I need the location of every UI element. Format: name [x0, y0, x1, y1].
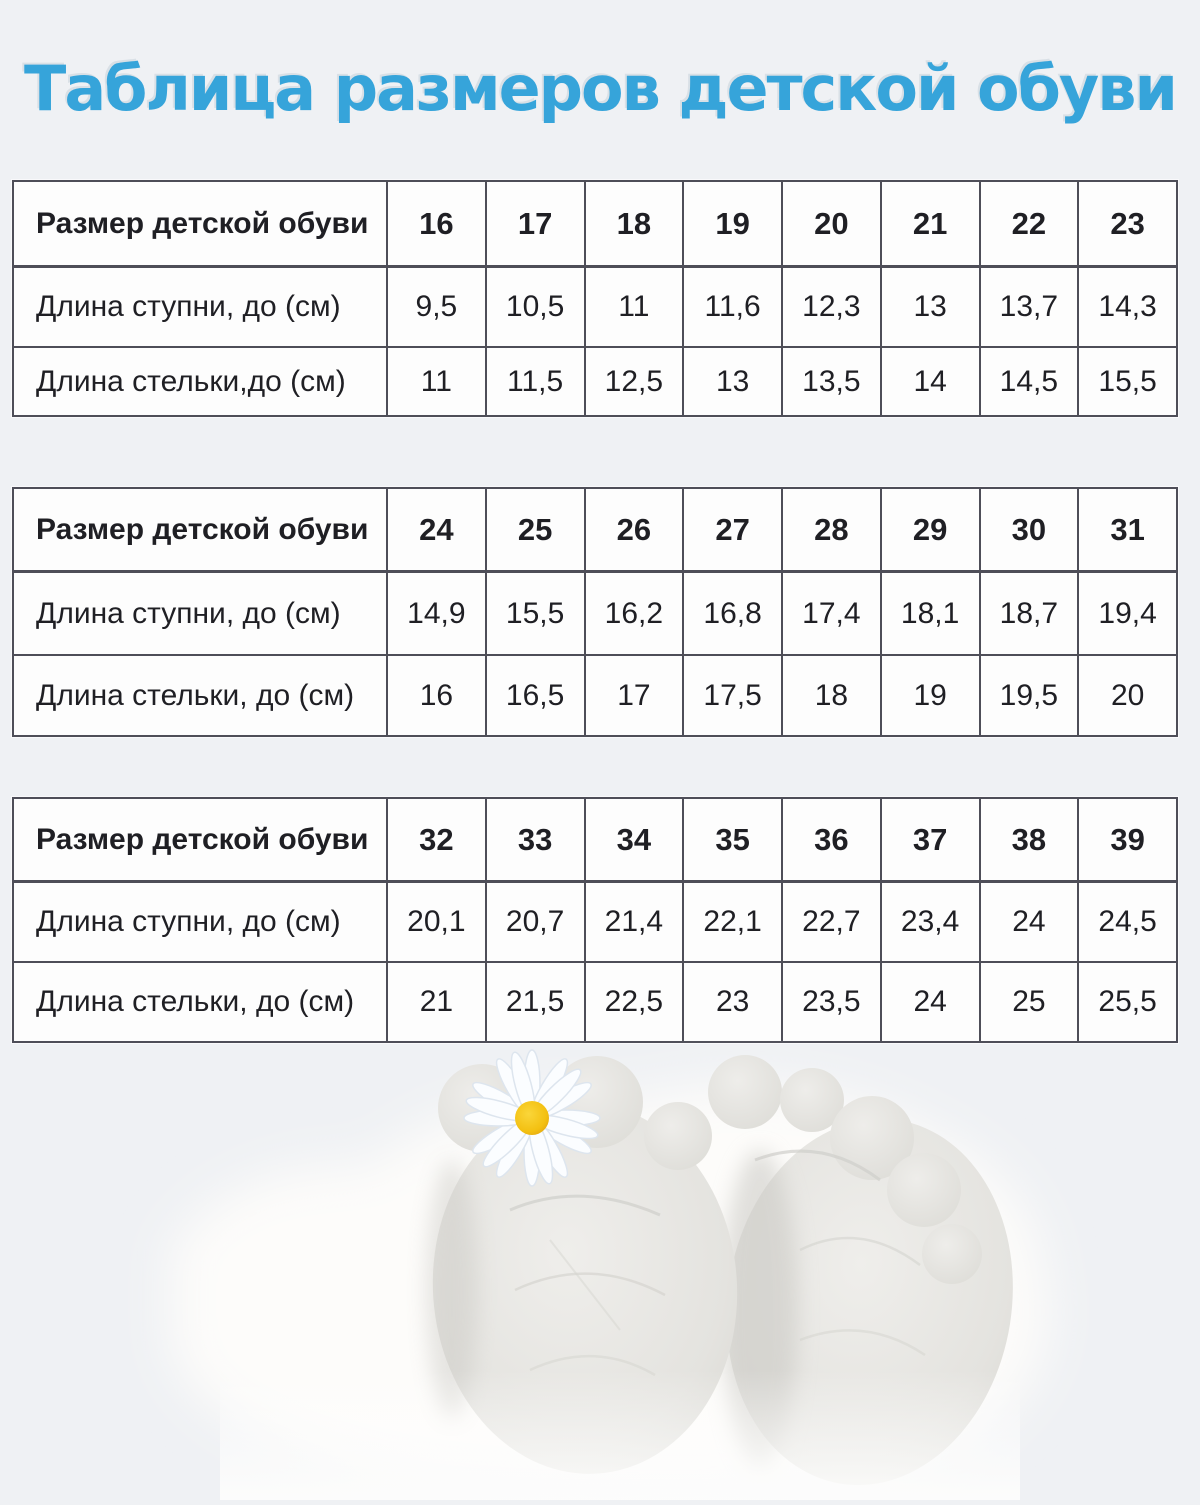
size-table-1: Размер детской обуви 16 17 18 19 20 21 22 23 Длин… [12, 180, 1178, 417]
shoe-size-cell: 21 [879, 182, 979, 265]
measure-value-cell: 18,7 [978, 570, 1078, 654]
shoe-size-cell: 20 [781, 182, 880, 265]
measure-value-cell: 11 [386, 346, 485, 415]
shoe-size-cell: 36 [781, 799, 880, 880]
measure-value-cell: 23,4 [879, 880, 979, 961]
shoe-size-cell: 32 [386, 799, 485, 880]
shoe-size-cell: 31 [1077, 489, 1176, 570]
measure-value-cell: 23,5 [781, 961, 880, 1041]
measure-row-label: Длина стельки,до (см) [14, 346, 386, 415]
measure-value-cell: 18,1 [879, 570, 979, 654]
measure-value-cell: 23 [682, 961, 781, 1041]
measure-value-cell: 24,5 [1077, 880, 1176, 961]
measure-value-cell: 22,7 [781, 880, 880, 961]
measure-value-cell: 25,5 [1077, 961, 1176, 1041]
shoe-size-cell: 24 [386, 489, 485, 570]
measure-value-cell: 21 [386, 961, 485, 1041]
shoe-size-cell: 19 [682, 182, 781, 265]
measure-value-cell: 25 [978, 961, 1078, 1041]
measure-value-cell: 20 [1077, 654, 1176, 735]
measure-value-cell: 14 [879, 346, 979, 415]
measure-value-cell: 14,9 [386, 570, 485, 654]
measure-row-label: Длина стельки, до (см) [14, 961, 386, 1041]
measure-value-cell: 21,4 [583, 880, 683, 961]
measure-value-cell: 11,6 [682, 265, 781, 346]
measure-value-cell: 11 [583, 265, 683, 346]
shoe-size-cell: 35 [682, 799, 781, 880]
measure-value-cell: 17,4 [781, 570, 880, 654]
measure-value-cell: 15,5 [484, 570, 584, 654]
shoe-size-cell: 33 [484, 799, 584, 880]
measure-value-cell: 13,7 [978, 265, 1078, 346]
daisy-icon [463, 1049, 601, 1187]
size-row-header-label: Размер детской обуви [14, 489, 386, 570]
shoe-size-cell: 23 [1077, 182, 1176, 265]
size-row-header-label: Размер детской обуви [14, 182, 386, 265]
page-title: Таблица размеров детской обуви [24, 52, 1178, 125]
baby-feet-svg [170, 1049, 1049, 1500]
measure-value-cell: 14,3 [1077, 265, 1176, 346]
bottom-fade [220, 1370, 1020, 1500]
shoe-size-cell: 28 [781, 489, 880, 570]
size-row-header-label: Размер детской обуви [14, 799, 386, 880]
shoe-size-cell: 39 [1077, 799, 1176, 880]
measure-value-cell: 13 [682, 346, 781, 415]
measure-row-label: Длина ступни, до (см) [14, 570, 386, 654]
shoe-size-cell: 34 [583, 799, 683, 880]
baby-feet-illustration [100, 1040, 1100, 1500]
measure-value-cell: 11,5 [484, 346, 584, 415]
measure-value-cell: 21,5 [484, 961, 584, 1041]
measure-value-cell: 19 [879, 654, 979, 735]
measure-value-cell: 17,5 [682, 654, 781, 735]
measure-value-cell: 13,5 [781, 346, 880, 415]
measure-value-cell: 15,5 [1077, 346, 1176, 415]
size-table-2: Размер детской обуви 24 25 26 27 28 29 30 31 Длин… [12, 487, 1178, 737]
measure-value-cell: 12,5 [583, 346, 683, 415]
measure-value-cell: 24 [978, 880, 1078, 961]
measure-value-cell: 16,2 [583, 570, 683, 654]
measure-value-cell: 22,1 [682, 880, 781, 961]
measure-value-cell: 16,8 [682, 570, 781, 654]
measure-value-cell: 19,5 [978, 654, 1078, 735]
measure-value-cell: 24 [879, 961, 979, 1041]
size-table-3: Размер детской обуви 32 33 34 35 36 37 38 39 Длин… [12, 797, 1178, 1043]
shoe-size-cell: 38 [978, 799, 1078, 880]
measure-value-cell: 10,5 [484, 265, 584, 346]
shoe-size-cell: 27 [682, 489, 781, 570]
shoe-size-cell: 26 [583, 489, 683, 570]
measure-row-label: Длина ступни, до (см) [14, 880, 386, 961]
measure-row-label: Длина ступни, до (см) [14, 265, 386, 346]
measure-value-cell: 12,3 [781, 265, 880, 346]
measure-value-cell: 14,5 [978, 346, 1078, 415]
measure-value-cell: 22,5 [583, 961, 683, 1041]
measure-value-cell: 17 [583, 654, 683, 735]
shoe-size-cell: 37 [879, 799, 979, 880]
measure-value-cell: 20,1 [386, 880, 485, 961]
measure-value-cell: 13 [879, 265, 979, 346]
measure-value-cell: 18 [781, 654, 880, 735]
shoe-size-cell: 22 [978, 182, 1078, 265]
measure-value-cell: 19,4 [1077, 570, 1176, 654]
measure-row-label: Длина стельки, до (см) [14, 654, 386, 735]
shoe-size-cell: 17 [484, 182, 584, 265]
shoe-size-cell: 16 [386, 182, 485, 265]
measure-value-cell: 9,5 [386, 265, 485, 346]
measure-value-cell: 20,7 [484, 880, 584, 961]
shoe-size-cell: 25 [484, 489, 584, 570]
measure-value-cell: 16,5 [484, 654, 584, 735]
measure-value-cell: 16 [386, 654, 485, 735]
shoe-size-cell: 29 [879, 489, 979, 570]
shoe-size-cell: 30 [978, 489, 1078, 570]
shoe-size-cell: 18 [583, 182, 683, 265]
